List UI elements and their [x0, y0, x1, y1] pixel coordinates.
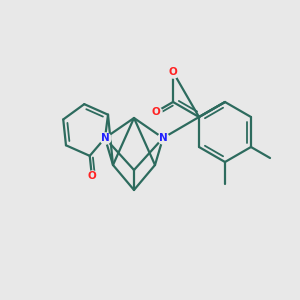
- Text: O: O: [88, 171, 96, 181]
- Text: N: N: [159, 133, 167, 143]
- Text: N: N: [100, 133, 109, 143]
- Text: O: O: [151, 107, 160, 117]
- Text: O: O: [169, 67, 177, 77]
